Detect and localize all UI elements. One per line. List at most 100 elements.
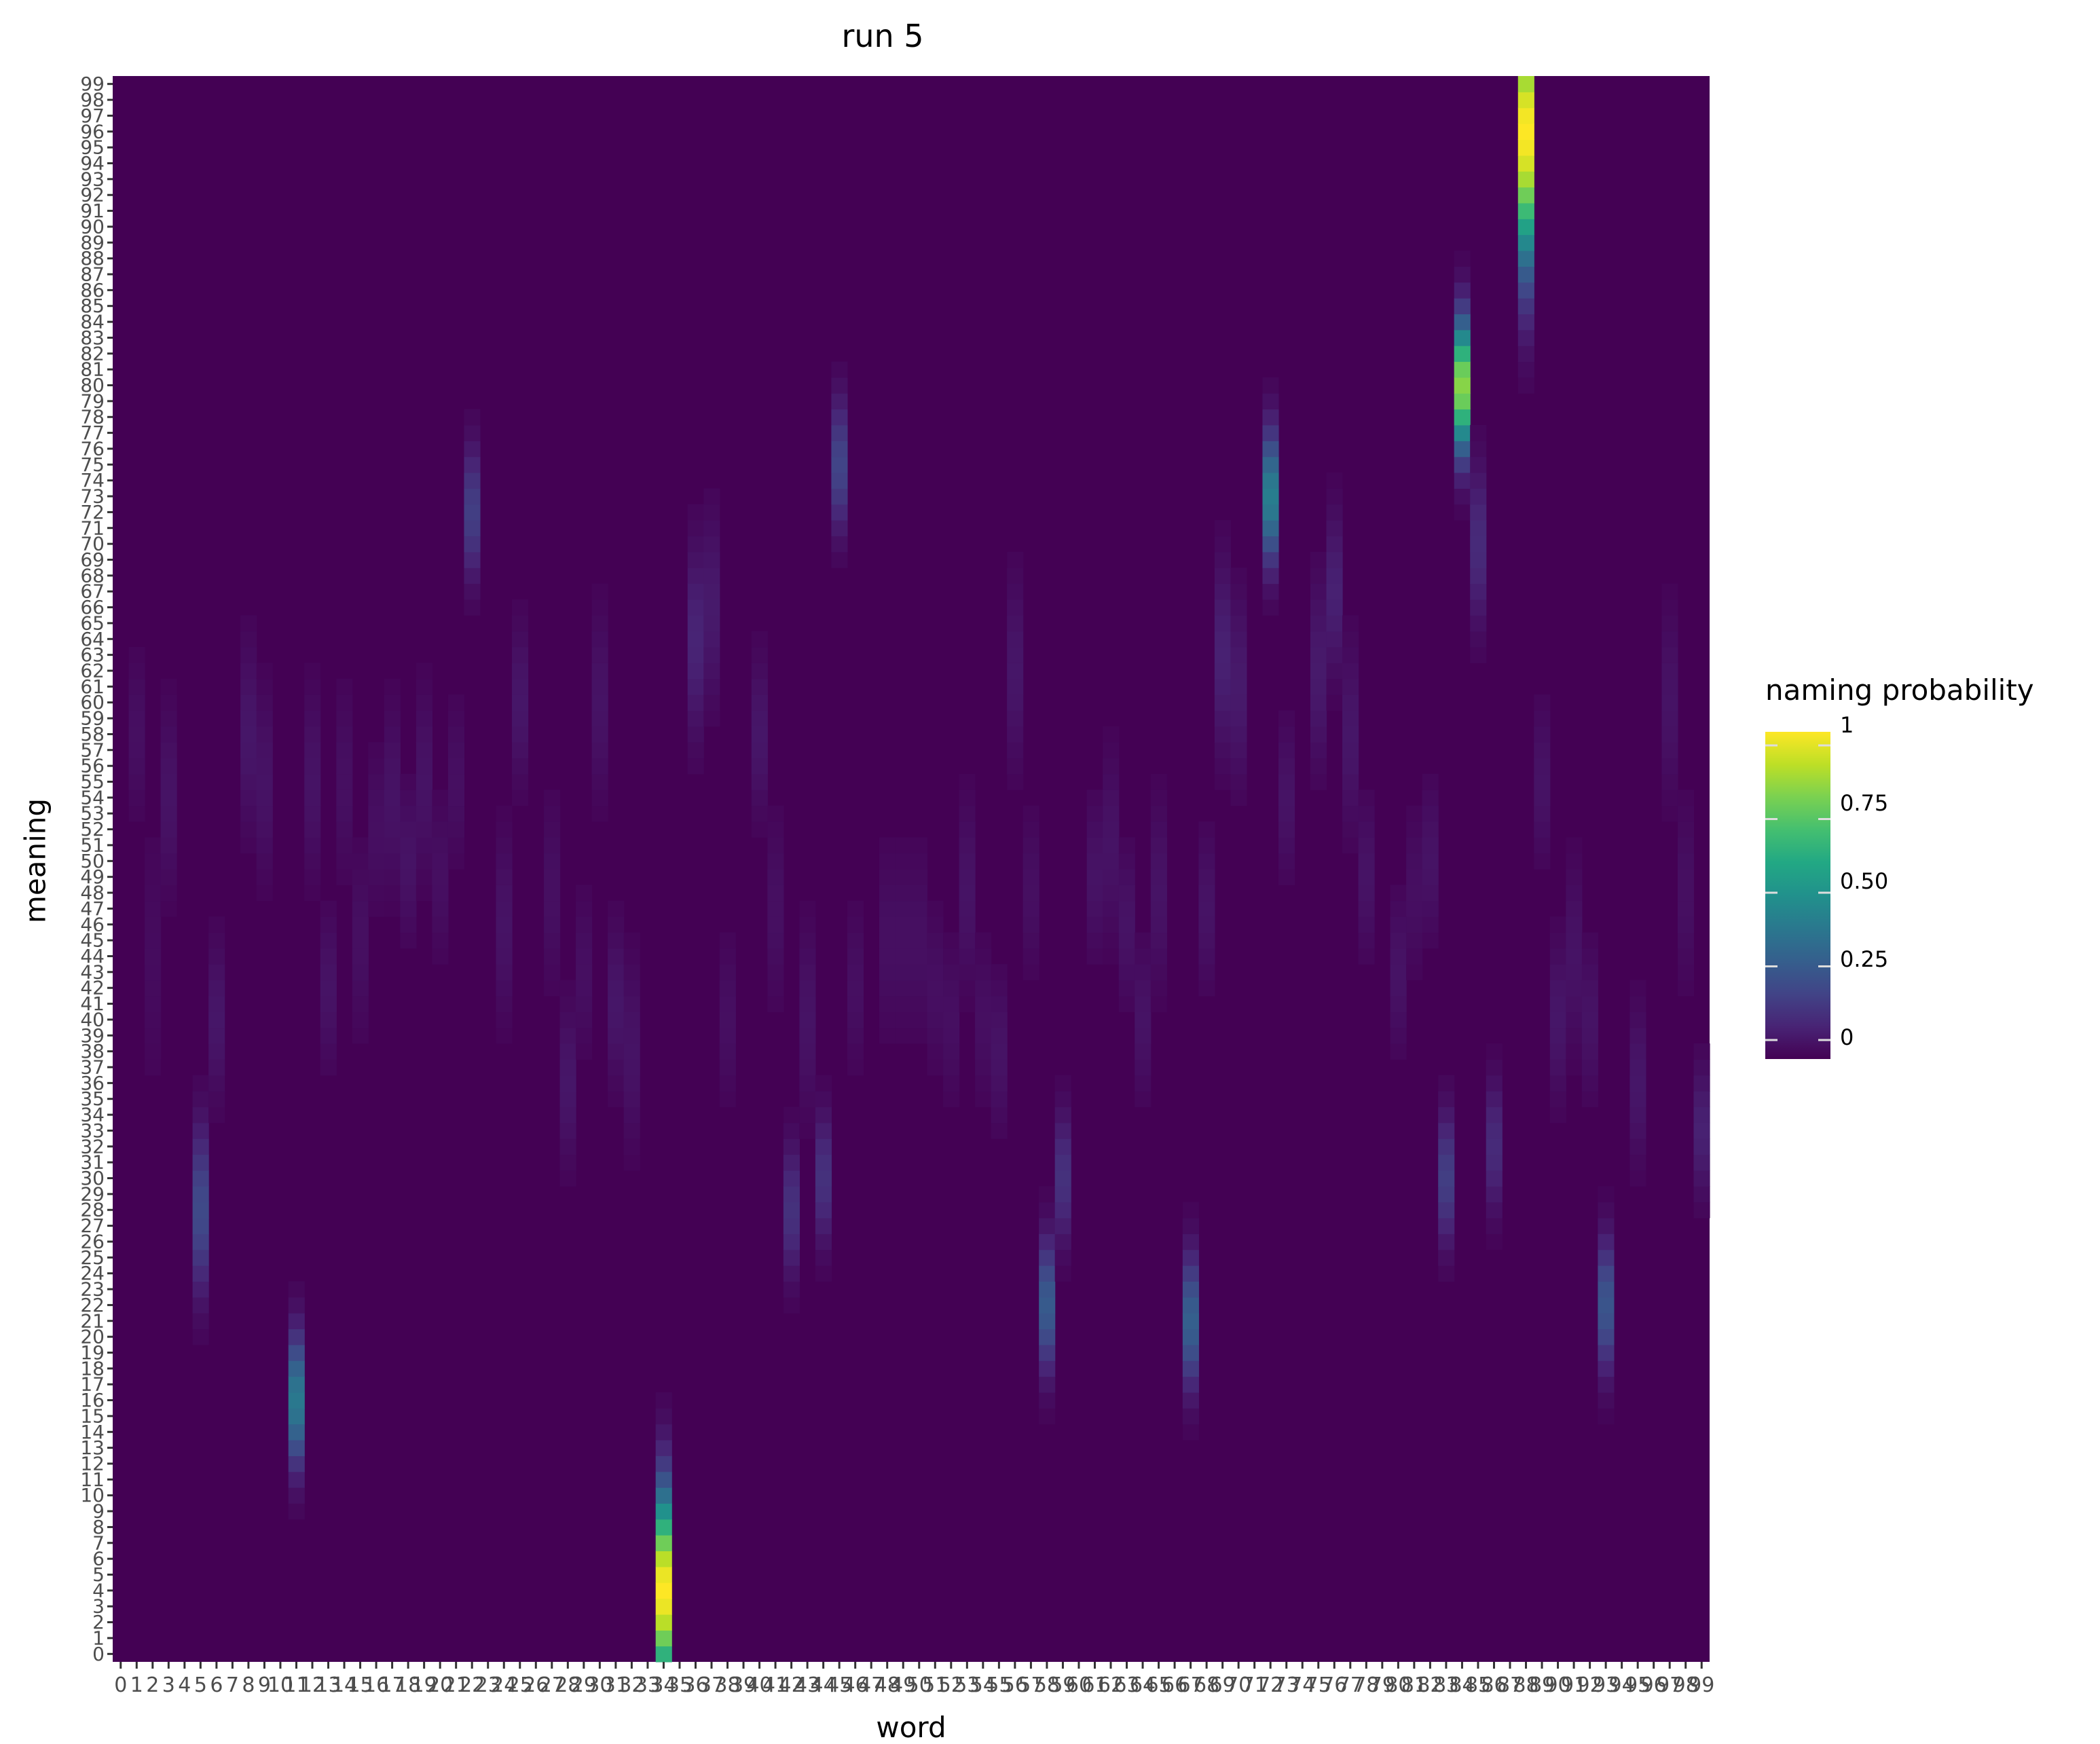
- y-tick-label: 66: [80, 596, 105, 618]
- heatmap-cell: [991, 1012, 1008, 1028]
- heatmap-cell: [927, 995, 944, 1012]
- heatmap-cell: [576, 980, 593, 997]
- heatmap-cell: [1422, 773, 1439, 790]
- y-tick-label: 72: [80, 501, 105, 523]
- y-tick-label: 41: [80, 992, 105, 1015]
- heatmap-cell: [544, 885, 561, 902]
- heatmap-cell: [352, 900, 369, 917]
- heatmap-cell: [128, 742, 145, 759]
- heatmap-cell: [1198, 885, 1215, 902]
- heatmap-cell: [559, 1170, 576, 1187]
- heatmap-cell: [384, 694, 401, 711]
- heatmap-cell: [336, 742, 353, 759]
- heatmap-cell: [927, 1043, 944, 1060]
- x-tick-label: 3: [162, 1673, 175, 1697]
- heatmap-cell: [1486, 1233, 1503, 1250]
- heatmap-cell: [416, 758, 432, 775]
- heatmap-cell: [1342, 646, 1359, 663]
- heatmap-cell: [608, 995, 625, 1012]
- heatmap-cell: [1677, 869, 1695, 885]
- heatmap-cell: [416, 663, 432, 680]
- heatmap-cell: [1262, 583, 1279, 600]
- legend-title: naming probability: [1765, 673, 2034, 707]
- heatmap-cell: [1677, 964, 1695, 981]
- heatmap-cell: [1310, 599, 1327, 616]
- heatmap-cell: [1214, 631, 1231, 648]
- x-tick-label: 17: [380, 1673, 405, 1697]
- heatmap-cell: [1406, 853, 1423, 870]
- y-tick-label: 53: [80, 802, 105, 825]
- heatmap-cell: [687, 710, 704, 727]
- heatmap-cell: [1454, 250, 1471, 267]
- heatmap-cell: [192, 1217, 209, 1234]
- heatmap-cell: [240, 710, 257, 727]
- x-tick-label: 93: [1593, 1673, 1619, 1697]
- heatmap-cell: [208, 1027, 225, 1044]
- heatmap-cell: [1118, 869, 1135, 885]
- heatmap-cell: [128, 663, 145, 680]
- heatmap-cell: [1390, 980, 1407, 997]
- heatmap-cell: [943, 932, 960, 949]
- heatmap-cell: [368, 900, 385, 917]
- heatmap-cell: [352, 995, 369, 1012]
- y-tick-label: 69: [80, 549, 105, 571]
- heatmap-cell: [767, 805, 784, 822]
- heatmap-cell: [1566, 1043, 1583, 1060]
- heatmap-cell: [208, 1107, 225, 1124]
- heatmap-cell: [1326, 583, 1343, 600]
- heatmap-cell: [623, 995, 640, 1012]
- heatmap-cell: [1517, 202, 1534, 219]
- heatmap-cell: [1039, 1249, 1056, 1266]
- heatmap-cell: [767, 900, 784, 917]
- heatmap-cell: [352, 980, 369, 997]
- heatmap-cell: [576, 916, 593, 933]
- heatmap-cell: [1039, 1297, 1056, 1314]
- heatmap-cell: [1454, 504, 1471, 521]
- heatmap-cell: [208, 948, 225, 965]
- heatmap-cell: [687, 536, 704, 553]
- heatmap-cell: [447, 710, 465, 727]
- heatmap-cell: [1023, 853, 1039, 870]
- heatmap-cell: [1342, 758, 1359, 775]
- y-tick-label: 89: [80, 231, 105, 254]
- heatmap-cell: [1549, 964, 1566, 981]
- heatmap-cell: [783, 1265, 800, 1282]
- heatmap-cell: [1262, 536, 1279, 553]
- heatmap-cell: [1150, 964, 1167, 981]
- heatmap-cell: [1007, 631, 1024, 648]
- x-tick-label: 46: [843, 1673, 868, 1697]
- heatmap-cell: [1661, 583, 1678, 600]
- heatmap-cell: [1135, 1027, 1152, 1044]
- heatmap-cell: [432, 885, 449, 902]
- heatmap-cell: [623, 1154, 640, 1171]
- heatmap-cell: [831, 551, 848, 568]
- heatmap-cell: [304, 726, 321, 743]
- heatmap-cell: [544, 932, 561, 949]
- heatmap-cell: [368, 853, 385, 870]
- heatmap-cell: [304, 758, 321, 775]
- heatmap-cell: [879, 995, 896, 1012]
- x-tick-label: 74: [1289, 1673, 1315, 1697]
- heatmap-cell: [288, 1313, 305, 1330]
- y-tick-label: 43: [80, 961, 105, 983]
- y-tick-label: 1: [92, 1627, 105, 1649]
- heatmap-cell: [1438, 1186, 1455, 1203]
- heatmap-cell: [1230, 758, 1247, 775]
- heatmap-cell: [751, 758, 768, 775]
- colorbar: [1765, 732, 1830, 1059]
- heatmap-cell: [1629, 1043, 1646, 1060]
- heatmap-cell: [1262, 520, 1279, 537]
- x-tick-label: 87: [1497, 1673, 1523, 1697]
- heatmap-cell: [1677, 932, 1695, 949]
- heatmap-cell: [719, 1059, 736, 1076]
- heatmap-cell: [1326, 551, 1343, 568]
- heatmap-cell: [145, 900, 162, 917]
- heatmap-cell: [1534, 773, 1551, 790]
- heatmap-cell: [943, 1091, 960, 1107]
- y-tick-label: 93: [80, 168, 105, 190]
- heatmap-cell: [496, 1012, 513, 1028]
- heatmap-cell: [304, 694, 321, 711]
- y-tick-label: 12: [80, 1453, 105, 1475]
- heatmap-cell: [1566, 1027, 1583, 1044]
- heatmap-cell: [304, 773, 321, 790]
